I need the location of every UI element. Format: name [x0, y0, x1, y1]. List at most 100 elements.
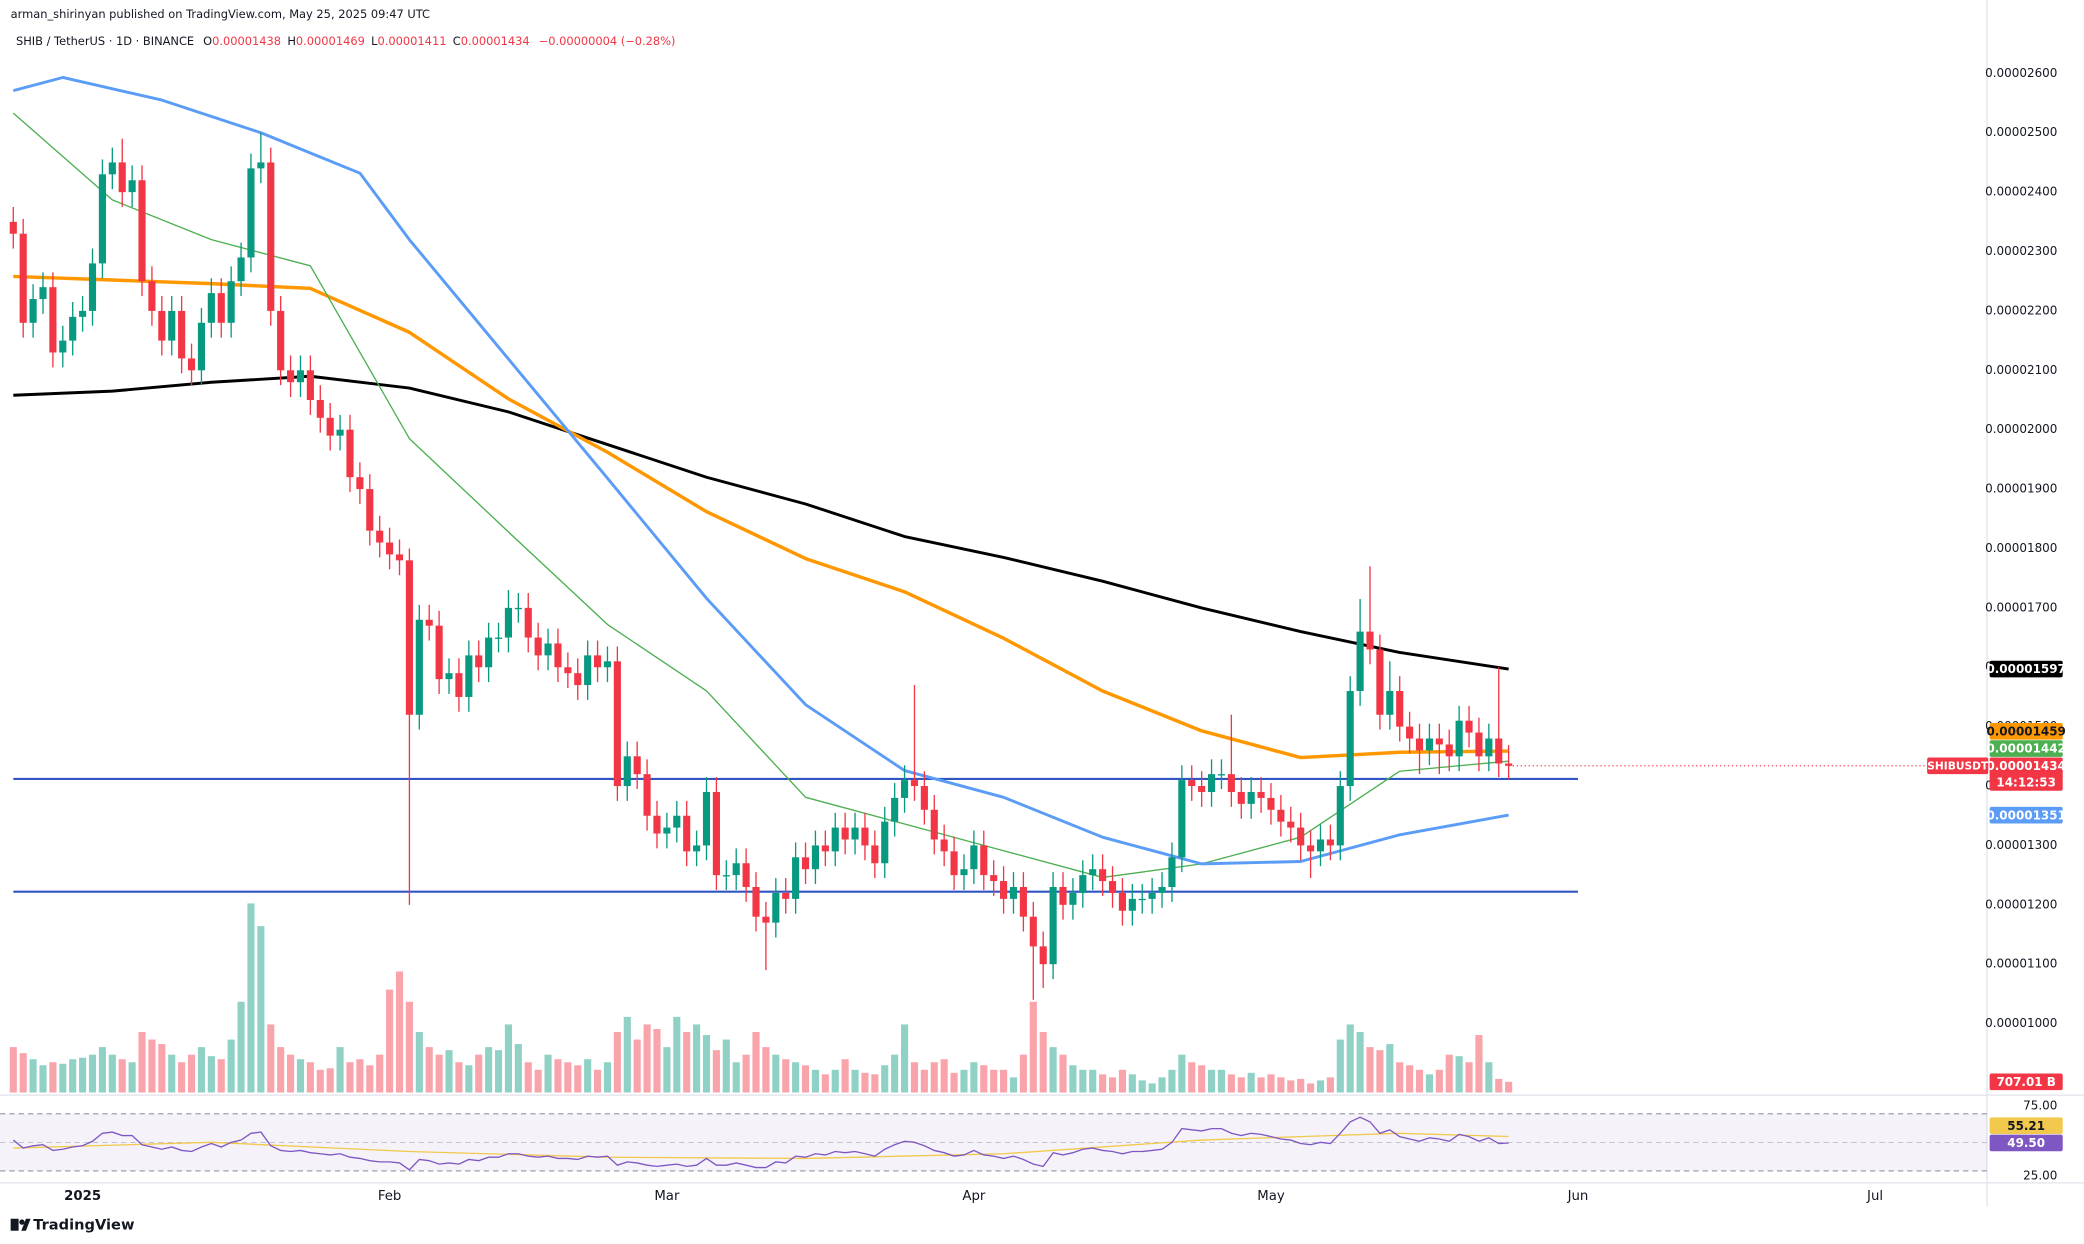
volume-bar — [267, 1024, 275, 1093]
candle-body — [425, 619, 433, 626]
candle-body — [653, 815, 661, 834]
volume-bar — [465, 1065, 473, 1093]
candle-body — [69, 316, 77, 341]
candle-body — [118, 162, 126, 193]
candle-body — [1049, 886, 1057, 965]
y-tick-label: 0.00001100 — [1985, 957, 2057, 971]
candle-body — [128, 180, 136, 193]
volume-bar — [1247, 1072, 1255, 1093]
candle-body — [1326, 839, 1334, 846]
volume-bar — [1366, 1047, 1374, 1093]
candle-body — [1118, 892, 1126, 911]
price-badge: 49.50 — [1989, 1134, 2063, 1152]
x-tick-label: Jun — [1567, 1189, 1589, 1204]
volume-bar — [712, 1050, 720, 1093]
candle-body — [217, 293, 225, 323]
volume-bar — [386, 989, 394, 1093]
volume-bar — [1009, 1077, 1018, 1093]
volume-bar — [1485, 1062, 1493, 1093]
volume-bar — [871, 1074, 879, 1093]
volume-bar — [356, 1059, 364, 1093]
candle-body — [1376, 649, 1384, 715]
volume-bar — [1396, 1062, 1404, 1093]
candle-body — [900, 780, 909, 798]
ohlc-value: 0.00001438 — [212, 34, 281, 48]
volume-bar — [891, 1054, 899, 1093]
volume-bar — [1019, 1054, 1027, 1093]
volume-bar — [1435, 1069, 1443, 1093]
volume-bar — [831, 1069, 839, 1093]
moving-average — [12, 76, 1509, 866]
badge-label: 49.50 — [2007, 1136, 2045, 1150]
volume-bar — [752, 1031, 760, 1093]
candle-body — [752, 886, 760, 917]
symbol-legend: SHIB / TetherUS · 1D · BINANCE O0.000014… — [16, 34, 676, 48]
ohlc-label: H — [287, 34, 296, 48]
candle-body — [98, 174, 106, 264]
price-badge: 0.00001351 — [1986, 806, 2066, 824]
candle-body — [504, 607, 513, 638]
volume-bar — [801, 1065, 810, 1093]
rsi-band — [0, 1113, 1987, 1171]
candle-body — [178, 310, 186, 359]
volume-bar — [1049, 1047, 1057, 1093]
candle-body — [722, 875, 730, 877]
volume-bar — [1148, 1083, 1156, 1093]
ohlc-value: 0.00001434 — [461, 34, 530, 48]
volume-bar — [900, 1024, 909, 1093]
volume-bar — [1455, 1056, 1463, 1093]
candle-body — [663, 827, 671, 834]
volume-bar — [485, 1047, 493, 1093]
volume-bar — [257, 926, 265, 1093]
badge-background — [1989, 740, 2063, 757]
candle-body — [445, 673, 453, 680]
candle-body — [1455, 720, 1463, 757]
ohlc-label: L — [371, 34, 378, 48]
candle-body — [475, 655, 483, 668]
candle-body — [455, 673, 463, 697]
candle-body — [1069, 892, 1077, 905]
candle-body — [1307, 845, 1315, 852]
badge-background — [1989, 660, 2063, 678]
x-tick-label: May — [1257, 1189, 1285, 1204]
volume-bar — [108, 1054, 116, 1093]
volume-bar — [782, 1059, 790, 1093]
volume-bar — [1128, 1074, 1136, 1093]
candle-body — [514, 607, 522, 610]
volume-bar — [653, 1028, 661, 1093]
volume-bar — [970, 1062, 978, 1093]
volume-bar — [762, 1047, 770, 1093]
candle-body — [257, 162, 265, 169]
volume-bar — [1089, 1069, 1097, 1093]
volume-bar — [366, 1065, 374, 1093]
candle-body — [594, 655, 602, 668]
candle-body — [1396, 691, 1404, 727]
volume-bar — [1217, 1069, 1226, 1093]
symbol-tag-label: SHIBUSDT — [1927, 760, 1989, 773]
volume-bar — [435, 1054, 443, 1093]
volume-bar — [277, 1047, 285, 1093]
candle-body — [366, 489, 374, 531]
candle-body — [574, 673, 582, 686]
volume-bar — [564, 1062, 572, 1093]
symbol-tag — [1927, 757, 1989, 775]
badge-label: 55.21 — [2007, 1119, 2045, 1133]
volume-bar — [1287, 1080, 1295, 1093]
candle-body — [247, 168, 255, 258]
price-badge: 0.00001459 — [1986, 722, 2066, 740]
candle-body — [237, 257, 245, 282]
candle-body — [187, 358, 196, 371]
y-tick-label: 0.00002200 — [1985, 303, 2057, 317]
volume-bar — [1188, 1062, 1196, 1093]
candle-body — [395, 554, 404, 561]
volume-bar — [1099, 1074, 1107, 1093]
y-tick-label: 0.00001700 — [1985, 600, 2057, 614]
volume-bar — [1415, 1069, 1424, 1093]
candle-body — [405, 560, 413, 715]
candle-body — [801, 857, 810, 870]
volume-bar — [1297, 1078, 1305, 1093]
candle-body — [524, 607, 532, 638]
rsi-tick-label: 25.00 — [2023, 1169, 2057, 1183]
badge-background — [1989, 1134, 2063, 1152]
volume-bar — [1505, 1081, 1513, 1093]
